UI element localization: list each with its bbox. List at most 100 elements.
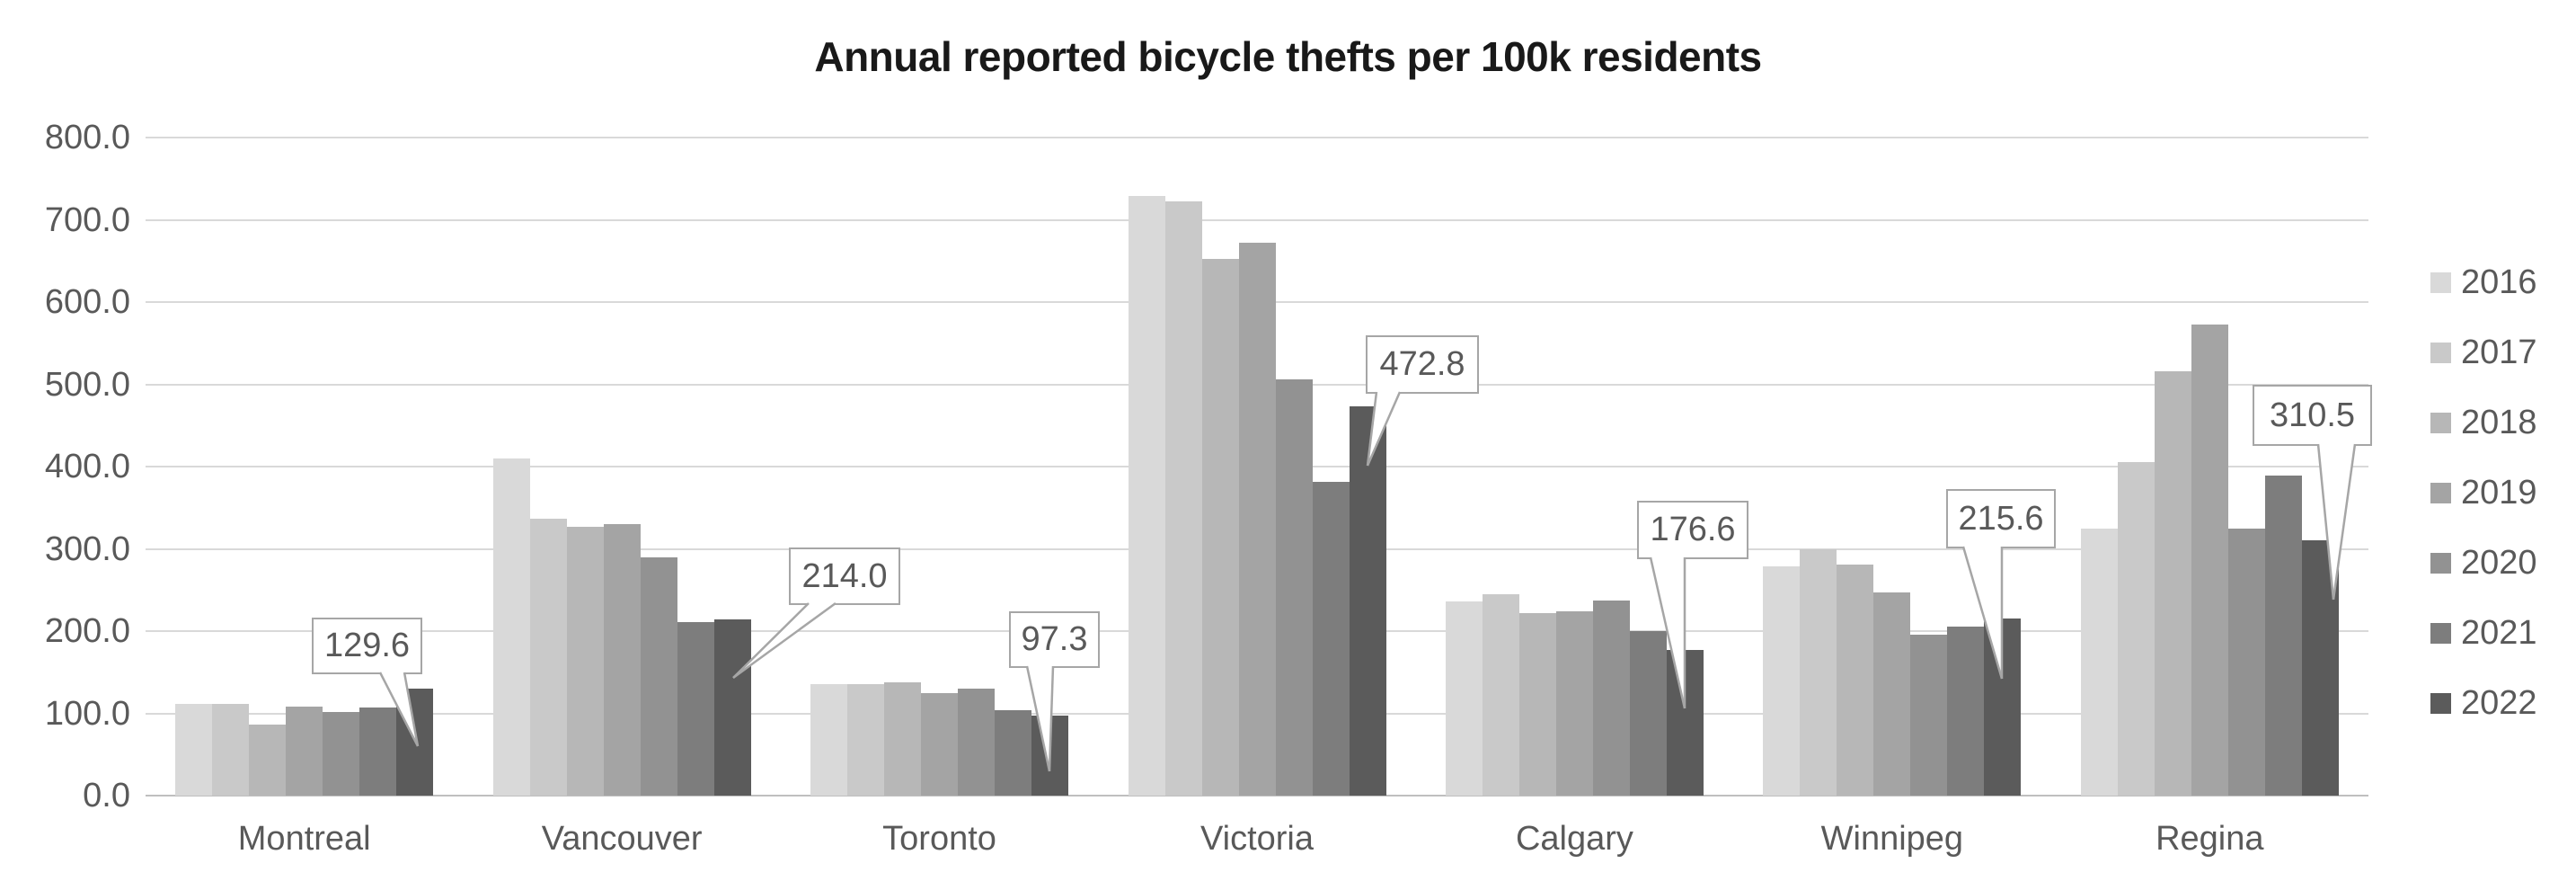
legend-label: 2016 <box>2461 263 2537 301</box>
callout-pointer-icon <box>732 601 837 680</box>
bar-montreal-2018 <box>249 725 287 796</box>
bar-calgary-2018 <box>1518 612 1556 796</box>
bar-montreal-2016 <box>175 704 213 796</box>
legend-label: 2017 <box>2461 334 2537 371</box>
bar-victoria-2022 <box>1349 406 1386 796</box>
legend-label: 2021 <box>2461 614 2537 652</box>
bar-victoria-2017 <box>1164 201 1202 796</box>
bar-calgary-2021 <box>1629 631 1667 796</box>
y-tick-label: 500.0 <box>44 365 130 404</box>
legend-swatch-icon <box>2430 482 2451 503</box>
bar-montreal-2017 <box>212 703 250 796</box>
x-category-label-montreal: Montreal <box>237 820 371 858</box>
legend-item-2020: 2020 <box>2430 542 2537 583</box>
callout-pointer-icon <box>378 672 420 747</box>
legend-swatch-icon <box>2430 622 2451 644</box>
legend-label: 2019 <box>2461 474 2537 512</box>
y-tick-label: 800.0 <box>44 119 130 156</box>
bar-victoria-2020 <box>1275 379 1313 796</box>
x-category-label-regina: Regina <box>2156 820 2264 858</box>
bar-vancouver-2018 <box>566 526 604 796</box>
chart-title: Annual reported bicycle thefts per 100k … <box>814 33 1762 80</box>
bar-vancouver-2019 <box>603 524 641 796</box>
legend-item-2018: 2018 <box>2430 402 2537 443</box>
bar-montreal-2019 <box>286 707 323 796</box>
legend-item-2021: 2021 <box>2430 612 2537 654</box>
bar-toronto-2017 <box>847 683 885 796</box>
y-tick-label: 200.0 <box>44 612 130 650</box>
bar-calgary-2017 <box>1482 593 1519 796</box>
legend-swatch-icon <box>2430 342 2451 363</box>
bar-victoria-2018 <box>1201 258 1239 796</box>
y-tick-label: 300.0 <box>44 530 130 568</box>
bar-montreal-2020 <box>323 711 360 796</box>
x-category-label-winnipeg: Winnipeg <box>1820 820 1964 858</box>
bar-vancouver-2022 <box>713 619 751 796</box>
gridline <box>146 218 2368 221</box>
legend-item-2019: 2019 <box>2430 472 2537 513</box>
data-callout-winnipeg: 215.6 <box>1946 489 2056 548</box>
bar-toronto-2019 <box>921 692 959 796</box>
callout-pointer-icon <box>1961 546 2004 680</box>
bar-calgary-2020 <box>1592 601 1630 796</box>
bar-regina-2019 <box>2191 324 2228 796</box>
x-category-label-calgary: Calgary <box>1515 820 1633 858</box>
bar-calgary-2019 <box>1555 611 1593 796</box>
legend-label: 2022 <box>2461 684 2537 722</box>
bar-toronto-2018 <box>884 681 922 796</box>
bar-regina-2020 <box>2227 528 2265 796</box>
legend-item-2022: 2022 <box>2430 682 2537 724</box>
y-tick-label: 0.0 <box>83 777 130 814</box>
bar-winnipeg-2021 <box>1947 627 1985 796</box>
plot-area <box>146 137 2368 797</box>
bar-winnipeg-2020 <box>1910 634 1948 796</box>
data-callout-vancouver: 214.0 <box>789 547 900 605</box>
bar-montreal-2021 <box>359 708 397 796</box>
x-axis-line <box>146 795 2368 797</box>
bar-calgary-2016 <box>1445 601 1483 796</box>
bar-winnipeg-2017 <box>1800 548 1837 796</box>
bar-regina-2017 <box>2117 461 2155 796</box>
gridline <box>146 137 2368 138</box>
data-callout-montreal: 129.6 <box>312 618 422 674</box>
y-tick-label: 100.0 <box>44 694 130 733</box>
legend-swatch-icon <box>2430 271 2451 293</box>
bar-vancouver-2020 <box>640 556 677 796</box>
y-tick-label: 700.0 <box>44 200 130 239</box>
callout-pointer-icon <box>1649 556 1686 709</box>
legend-swatch-icon <box>2430 412 2451 433</box>
x-category-label-toronto: Toronto <box>882 820 996 858</box>
bar-victoria-2016 <box>1128 195 1165 796</box>
bar-regina-2016 <box>2080 528 2118 796</box>
callout-pointer-icon <box>1025 665 1055 772</box>
bar-vancouver-2016 <box>492 458 530 796</box>
bar-victoria-2021 <box>1312 482 1350 796</box>
bar-victoria-2019 <box>1238 243 1276 796</box>
x-category-label-victoria: Victoria <box>1199 820 1314 858</box>
bar-vancouver-2021 <box>677 621 714 796</box>
callout-pointer-icon <box>1366 391 1402 467</box>
bar-winnipeg-2016 <box>1763 565 1801 796</box>
x-category-label-vancouver: Vancouver <box>541 820 703 858</box>
legend-item-2016: 2016 <box>2430 262 2537 303</box>
data-callout-victoria: 472.8 <box>1366 335 1479 394</box>
bar-regina-2018 <box>2154 370 2191 796</box>
callout-pointer-icon <box>2316 443 2357 601</box>
legend-swatch-icon <box>2430 552 2451 574</box>
data-callout-regina: 310.5 <box>2253 385 2372 446</box>
bar-regina-2021 <box>2264 476 2302 796</box>
bar-vancouver-2017 <box>529 518 567 796</box>
bar-winnipeg-2018 <box>1837 564 1874 796</box>
bar-toronto-2021 <box>995 709 1032 796</box>
data-callout-calgary: 176.6 <box>1637 501 1748 559</box>
bar-winnipeg-2019 <box>1873 592 1911 796</box>
bar-toronto-2016 <box>810 683 848 796</box>
legend-item-2017: 2017 <box>2430 332 2537 373</box>
data-callout-toronto: 97.3 <box>1009 611 1100 668</box>
y-tick-label: 400.0 <box>44 448 130 485</box>
bar-toronto-2020 <box>958 689 996 796</box>
legend-label: 2020 <box>2461 544 2537 582</box>
y-tick-label: 600.0 <box>44 283 130 321</box>
legend-swatch-icon <box>2430 692 2451 714</box>
